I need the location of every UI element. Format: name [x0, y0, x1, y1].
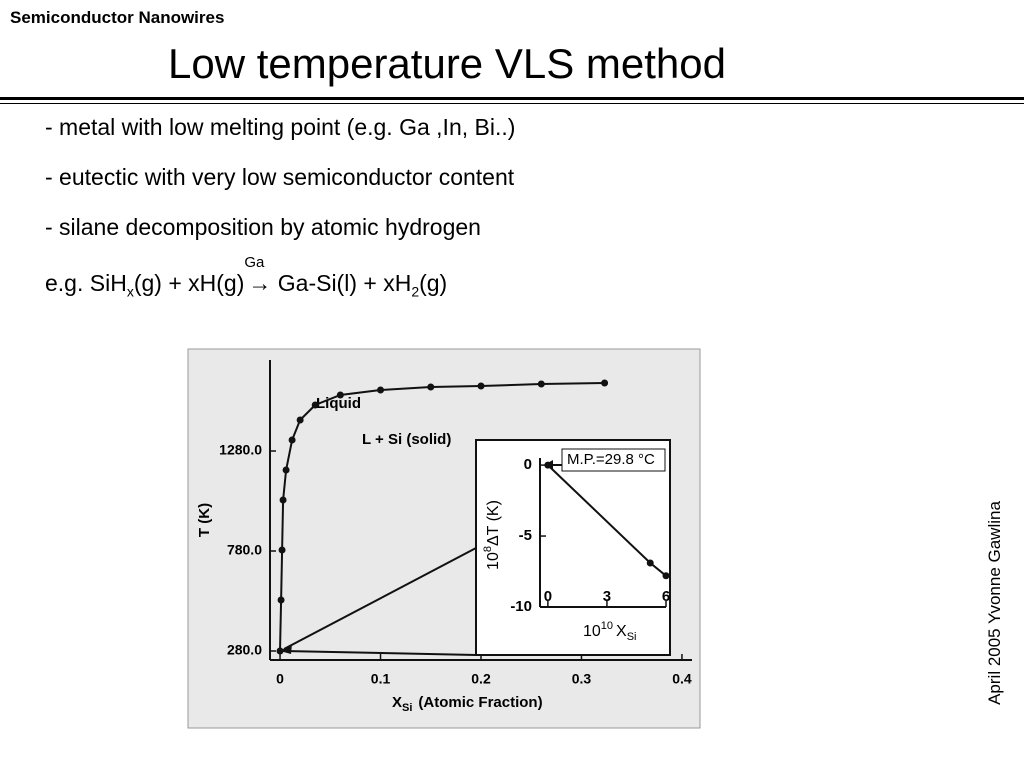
x-tick-label: 0 — [276, 671, 284, 687]
inset-x-label: 1010 XSi — [583, 620, 637, 643]
point — [278, 546, 286, 554]
y-tick-label: -5 — [519, 527, 532, 544]
x-axis-label: XSi (Atomic Fraction) — [392, 694, 543, 714]
eq-text: e.g. SiH — [45, 270, 127, 296]
point — [296, 416, 304, 424]
eq-sub: 2 — [411, 283, 420, 300]
x-tick-label: 0.3 — [572, 671, 592, 687]
inset-x-sub: Si — [627, 631, 637, 643]
point — [646, 559, 654, 567]
eq-text: (g) + xH(g) — [133, 270, 245, 296]
inset-x-symbol: X — [616, 623, 627, 640]
x-tick-label: 3 — [603, 588, 611, 605]
x-tick-label: 0.1 — [371, 671, 391, 687]
annotation: L + Si (solid) — [362, 431, 451, 448]
y-tick-label: 0 — [524, 456, 532, 473]
arrow: → — [248, 270, 272, 296]
point — [427, 383, 435, 391]
point — [282, 466, 290, 474]
x-label-sub: Si — [402, 702, 412, 714]
x-label-text: (Atomic Fraction) — [418, 694, 542, 711]
eq-text: Ga-Si(l) + xH — [277, 270, 412, 296]
y-tick-label: -10 — [510, 598, 532, 615]
x-label-symbol: X — [392, 694, 402, 711]
y-axis-label: T (K) — [196, 503, 213, 537]
bullet: - silane decomposition by atomic hydroge… — [45, 214, 481, 240]
x-tick-label: 0.2 — [471, 671, 491, 687]
pointer — [283, 547, 477, 650]
inset-y-exp: 8 — [482, 546, 494, 552]
section-label: Semiconductor Nanowires — [10, 8, 225, 27]
x-tick-label: 0 — [544, 588, 552, 605]
x-tick-label: 6 — [662, 588, 670, 605]
inset-y-base: 10 — [485, 552, 502, 570]
rule — [0, 103, 1024, 104]
rule — [0, 97, 1024, 100]
point — [601, 379, 609, 387]
inset-x-exp: 10 — [601, 620, 613, 632]
eq-sub: x — [126, 283, 134, 300]
point — [662, 572, 670, 580]
point — [279, 496, 287, 504]
inset-y-label: 108ΔT (K) — [482, 500, 502, 570]
point — [537, 380, 545, 388]
slide-title: Low temperature VLS method — [168, 40, 726, 87]
bullet: - eutectic with very low semiconductor c… — [45, 164, 515, 190]
point — [276, 647, 284, 655]
point — [336, 391, 344, 399]
point — [477, 382, 485, 390]
point — [311, 401, 319, 409]
eq-catalyst: Ga — [244, 254, 265, 271]
inset-frame — [475, 439, 671, 656]
eq-text: (g) — [419, 270, 448, 296]
point — [544, 461, 552, 469]
y-tick-label: 780.0 — [227, 542, 262, 558]
eq-arrow: Ga → — [244, 254, 272, 297]
equation: e.g. SiHx(g) + xH(g) Ga → Ga-Si(l) + xH2(g… — [45, 254, 448, 300]
point — [277, 596, 285, 604]
inset-y-text: ΔT (K) — [485, 500, 502, 546]
point — [377, 386, 385, 394]
curve — [279, 382, 605, 652]
inset-annotation: M.P.=29.8 °C — [567, 451, 655, 468]
point — [288, 436, 296, 444]
inset-x-base: 10 — [583, 623, 601, 640]
pointer — [283, 650, 477, 656]
annotation-box — [561, 448, 666, 472]
y-tick-label: 280.0 — [227, 642, 262, 658]
x-tick-label: 0.4 — [672, 671, 692, 687]
y-tick-label: 1280.0 — [219, 442, 262, 458]
bullet: - metal with low melting point (e.g. Ga … — [45, 114, 516, 140]
